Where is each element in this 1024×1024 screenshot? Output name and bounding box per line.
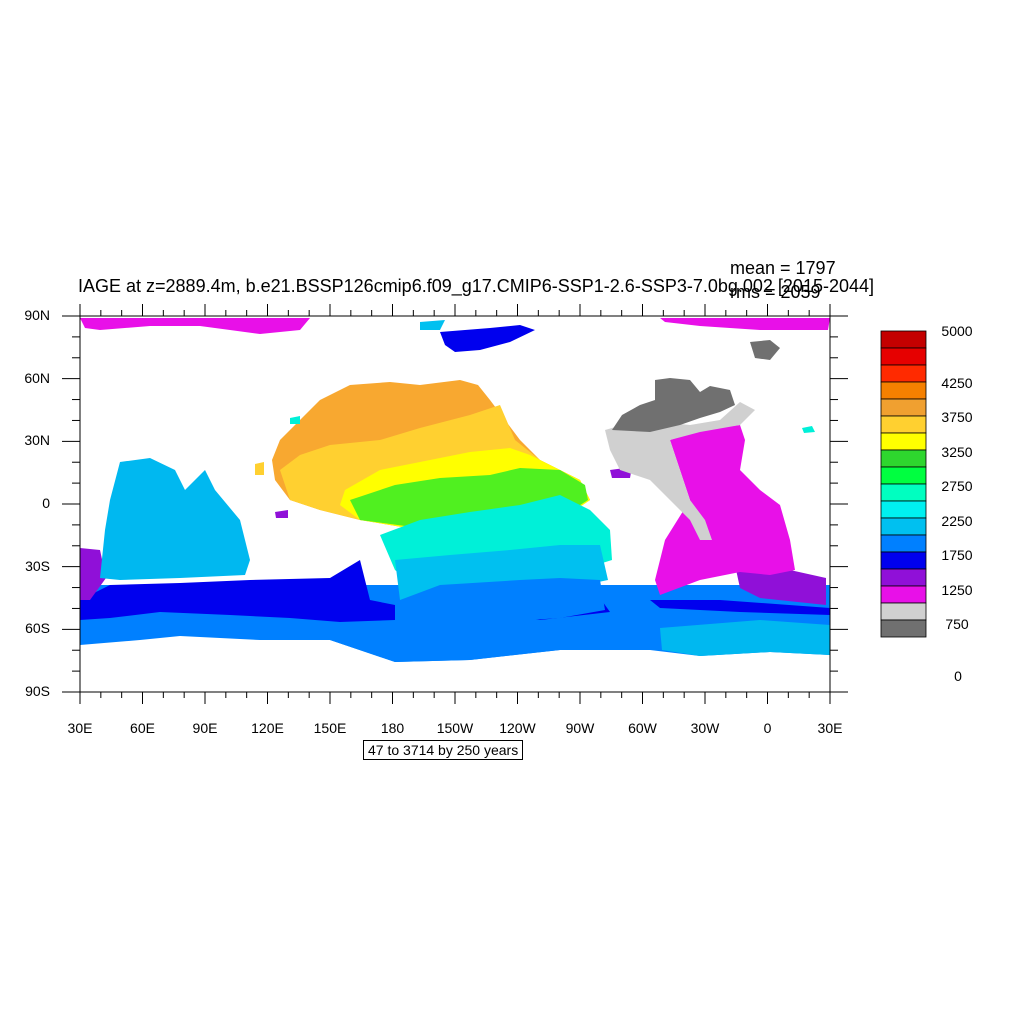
labrador-sea xyxy=(612,378,735,432)
arctic-ocean xyxy=(660,318,830,330)
lat-label: 30S xyxy=(25,557,50,574)
colorbar-label: 4250 xyxy=(941,375,973,391)
colorbar-swatch xyxy=(880,602,927,621)
patch-southern-ext xyxy=(660,620,830,656)
lon-label: 30E xyxy=(67,720,93,736)
colorbar xyxy=(880,330,927,638)
lon-label: 90E xyxy=(192,720,218,736)
lon-label: 0 xyxy=(763,720,772,736)
map-field xyxy=(80,316,830,692)
colorbar-swatch xyxy=(880,330,927,349)
lat-label: 60S xyxy=(25,620,50,637)
colorbar-label: 0 xyxy=(954,668,962,684)
colorbar-swatch xyxy=(880,432,927,451)
lon-label: 30W xyxy=(690,720,720,736)
colorbar-swatch xyxy=(880,619,927,638)
purple-patch xyxy=(80,548,106,600)
colorbar-label: 1750 xyxy=(941,547,973,563)
colorbar-label: 5000 xyxy=(941,323,973,339)
colorbar-swatch xyxy=(880,551,927,570)
contour-info-box: 47 to 3714 by 250 years xyxy=(363,740,524,760)
lon-label: 30E xyxy=(817,720,843,736)
lon-label: 90W xyxy=(565,720,595,736)
lon-label: 60W xyxy=(628,720,657,736)
colorbar-label: 1250 xyxy=(941,582,973,598)
colorbar-swatch xyxy=(880,500,927,519)
arctic-gray-patch xyxy=(750,340,780,360)
north-atlantic xyxy=(605,402,755,540)
colorbar-swatch xyxy=(880,449,927,468)
lat-label: 60N xyxy=(24,369,50,386)
colorbar-label: 750 xyxy=(945,616,969,632)
arctic-ocean xyxy=(80,318,310,334)
colorbar-swatch xyxy=(880,415,927,434)
lat-label: 90N xyxy=(24,307,50,323)
colorbar-swatch xyxy=(880,534,927,553)
circumpolar-band xyxy=(80,560,395,622)
south-pacific-deep xyxy=(400,578,605,622)
colorbar-swatch xyxy=(880,364,927,383)
colorbar-label: 2250 xyxy=(941,513,973,529)
patch-purple xyxy=(275,510,288,518)
mean-stat: mean = 1797 xyxy=(730,258,836,278)
lat-label: 90S xyxy=(25,683,50,699)
rms-stat: rms = 2059 xyxy=(730,282,821,302)
colorbar-label: 3750 xyxy=(941,409,973,425)
lon-label: 150W xyxy=(436,720,474,736)
patch-southern-ext xyxy=(330,632,560,662)
colorbar-swatch xyxy=(880,585,927,604)
colorbar-swatch xyxy=(880,568,927,587)
plot-title: IAGE at z=2889.4m, b.e21.BSSP126cmip6.f0… xyxy=(78,276,874,296)
colorbar-label: 3250 xyxy=(941,444,973,460)
patch-cyan xyxy=(290,416,300,424)
patch-cyan xyxy=(802,426,815,433)
lon-label: 120W xyxy=(499,720,536,736)
lon-label: 60E xyxy=(130,720,155,736)
lon-label: 180 xyxy=(380,720,405,736)
lat-label: 0 xyxy=(42,495,50,511)
lat-label: 30N xyxy=(24,432,50,449)
colorbar-swatch xyxy=(880,381,927,400)
colorbar-swatch xyxy=(880,347,927,366)
colorbar-swatch xyxy=(880,483,927,502)
lon-label: 150E xyxy=(313,720,347,736)
axis-ticks xyxy=(62,304,848,704)
colorbar-label: 2750 xyxy=(941,478,973,494)
purple-patch xyxy=(735,565,826,605)
patch-yellow xyxy=(255,462,264,475)
indian-ocean xyxy=(100,458,250,580)
arctic-blue-patch xyxy=(440,325,535,352)
colorbar-swatch xyxy=(880,466,927,485)
lon-label: 120E xyxy=(251,720,284,736)
colorbar-swatch xyxy=(880,398,927,417)
atlantic-ocean xyxy=(655,425,795,595)
colorbar-swatch xyxy=(880,517,927,536)
arctic-light-patch xyxy=(420,320,445,330)
circumpolar-band xyxy=(650,600,830,615)
